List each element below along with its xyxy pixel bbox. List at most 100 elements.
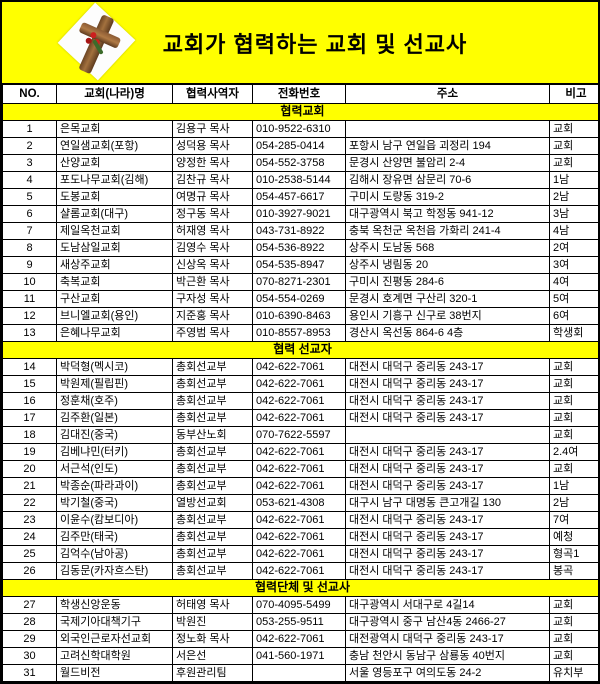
phone-number-cell: 054-535-8947 bbox=[252, 256, 346, 274]
phone-number-cell: 042-622-7061 bbox=[252, 528, 346, 546]
table-row: 14 박덕형(멕시코) 총회선교부 042-622-7061 대전시 대덕구 중리동 2… bbox=[2, 358, 598, 376]
phone-number-cell: 053-255-9511 bbox=[252, 613, 346, 631]
address-cell: 대전시 대덕구 중리동 243-17 bbox=[345, 443, 550, 461]
phone-number-cell: 010-8557-8953 bbox=[252, 324, 346, 342]
church-name-cell: 박기철(중국) bbox=[56, 494, 173, 512]
section-row-2: 협력단체 및 선교사 bbox=[2, 579, 598, 597]
table-row: 8 도남삼일교회 김영수 목사 054-536-8922 상주시 도남동 568 2여 bbox=[2, 239, 598, 257]
note-cell: 4여 bbox=[549, 273, 598, 291]
row-number-cell: 16 bbox=[2, 392, 57, 410]
column-header-phone-number: 전화번호 bbox=[252, 84, 346, 104]
row-number-cell: 3 bbox=[2, 154, 57, 172]
address-cell: 대전시 대덕구 중리동 243-17 bbox=[345, 392, 550, 410]
note-cell: 교회 bbox=[549, 630, 598, 648]
phone-number-cell: 054-552-3758 bbox=[252, 154, 346, 172]
church-name-cell: 학생신앙운동 bbox=[56, 596, 173, 614]
address-cell: 문경시 산양면 불암리 2-4 bbox=[345, 154, 550, 172]
phone-number-cell: 070-4095-5499 bbox=[252, 596, 346, 614]
church-name-cell: 이윤수(캄보디아) bbox=[56, 511, 173, 529]
address-cell: 경산시 옥선동 864-6 4층 bbox=[345, 324, 550, 342]
phone-number-cell: 042-622-7061 bbox=[252, 375, 346, 393]
row-number-cell: 14 bbox=[2, 358, 57, 376]
church-name-cell: 김동문(카자흐스탄) bbox=[56, 562, 173, 580]
row-number-cell: 6 bbox=[2, 205, 57, 223]
table-row: 22 박기철(중국) 열방선교회 053-621-4308 대구시 남구 대명동 큰고개… bbox=[2, 494, 598, 512]
note-cell: 교회 bbox=[549, 647, 598, 665]
note-cell: 교회 bbox=[549, 137, 598, 155]
phone-number-cell: 070-7622-5597 bbox=[252, 426, 346, 444]
address-cell: 대구광역시 서대구로 4길14 bbox=[345, 596, 550, 614]
address-cell: 용인시 기흥구 신구로 38번지 bbox=[345, 307, 550, 325]
table-row: 24 김주만(태국) 총회선교부 042-622-7061 대전시 대덕구 중리동 24… bbox=[2, 528, 598, 546]
row-number-cell: 18 bbox=[2, 426, 57, 444]
row-number-cell: 28 bbox=[2, 613, 57, 631]
row-number-cell: 20 bbox=[2, 460, 57, 478]
phone-number-cell: 042-622-7061 bbox=[252, 358, 346, 376]
cooperating-worker-cell: 김용구 목사 bbox=[172, 120, 253, 138]
cooperating-worker-cell: 총회선교부 bbox=[172, 528, 253, 546]
church-name-cell: 외국인근로자선교회 bbox=[56, 630, 173, 648]
cooperating-worker-cell: 구자성 목사 bbox=[172, 290, 253, 308]
church-name-cell: 구산교회 bbox=[56, 290, 173, 308]
phone-number-cell: 010-9522-6310 bbox=[252, 120, 346, 138]
phone-number-cell: 042-622-7061 bbox=[252, 409, 346, 427]
cooperating-worker-cell: 총회선교부 bbox=[172, 562, 253, 580]
church-name-cell: 김억수(남아공) bbox=[56, 545, 173, 563]
note-cell: 4남 bbox=[549, 222, 598, 240]
table-row: 15 박원제(필립핀) 총회선교부 042-622-7061 대전시 대덕구 중리동 2… bbox=[2, 375, 598, 393]
church-name-cell: 박종순(파라과이) bbox=[56, 477, 173, 495]
table-row: 9 새상주교회 신상옥 목사 054-535-8947 상주시 냉림동 20 3여 bbox=[2, 256, 598, 274]
table-row: 11 구산교회 구자성 목사 054-554-0269 문경시 호계면 구산리 320-… bbox=[2, 290, 598, 308]
row-number-cell: 13 bbox=[2, 324, 57, 342]
phone-number-cell: 070-8271-2301 bbox=[252, 273, 346, 291]
church-name-cell: 도남삼일교회 bbox=[56, 239, 173, 257]
address-cell: 충남 천안시 동남구 삼룡동 40번지 bbox=[345, 647, 550, 665]
row-number-cell: 25 bbox=[2, 545, 57, 563]
note-cell: 교회 bbox=[549, 426, 598, 444]
row-number-cell: 4 bbox=[2, 171, 57, 189]
row-number-cell: 30 bbox=[2, 647, 57, 665]
cooperating-worker-cell: 주영범 목사 bbox=[172, 324, 253, 342]
cooperating-worker-cell: 총회선교부 bbox=[172, 409, 253, 427]
address-cell: 대전시 대덕구 중리동 243-17 bbox=[345, 358, 550, 376]
church-name-cell: 새상주교회 bbox=[56, 256, 173, 274]
row-number-cell: 27 bbox=[2, 596, 57, 614]
phone-number-cell: 010-2538-5144 bbox=[252, 171, 346, 189]
church-name-cell: 포도나무교회(김해) bbox=[56, 171, 173, 189]
phone-number-cell: 041-560-1971 bbox=[252, 647, 346, 665]
row-number-cell: 9 bbox=[2, 256, 57, 274]
wooden-cross-icon bbox=[56, 2, 136, 82]
table-row: 1 은목교회 김용구 목사 010-9522-6310 교회 bbox=[2, 120, 598, 138]
cooperation-table: NO. 교회(나라)명 협력사역자 전화번호 주소 비고 협력교회 1 은목교회 김용구 목사 0… bbox=[2, 84, 598, 682]
table-row: 26 김동문(카자흐스탄) 총회선교부 042-622-7061 대전시 대덕구 중리동… bbox=[2, 562, 598, 580]
table-row: 28 국제기아대책기구 박원진 053-255-9511 대구광역시 중구 남산4동 2… bbox=[2, 613, 598, 631]
note-cell: 교회 bbox=[549, 409, 598, 427]
phone-number-cell: 042-622-7061 bbox=[252, 562, 346, 580]
phone-number-cell: 042-622-7061 bbox=[252, 477, 346, 495]
cooperating-worker-cell: 정노화 목사 bbox=[172, 630, 253, 648]
cooperating-worker-cell: 박근환 목사 bbox=[172, 273, 253, 291]
table-row: 17 김주환(일본) 총회선교부 042-622-7061 대전시 대덕구 중리동 24… bbox=[2, 409, 598, 427]
church-name-cell: 김주만(태국) bbox=[56, 528, 173, 546]
row-number-cell: 31 bbox=[2, 664, 57, 682]
phone-number-cell: 042-622-7061 bbox=[252, 630, 346, 648]
cooperating-worker-cell: 후원관리팀 bbox=[172, 664, 253, 682]
section-row-0: 협력교회 bbox=[2, 103, 598, 121]
phone-number-cell: 054-536-8922 bbox=[252, 239, 346, 257]
address-cell: 대전광역시 대덕구 중리동 243-17 bbox=[345, 630, 550, 648]
address-cell: 대전시 대덕구 중리동 243-17 bbox=[345, 545, 550, 563]
phone-number-cell: 054-554-0269 bbox=[252, 290, 346, 308]
church-name-cell: 은혜나무교회 bbox=[56, 324, 173, 342]
cooperating-worker-cell: 총회선교부 bbox=[172, 443, 253, 461]
phone-number-cell: 043-731-8922 bbox=[252, 222, 346, 240]
cooperating-worker-cell: 허태영 목사 bbox=[172, 596, 253, 614]
row-number-cell: 21 bbox=[2, 477, 57, 495]
note-cell: 6여 bbox=[549, 307, 598, 325]
note-cell: 2남 bbox=[549, 494, 598, 512]
church-name-cell: 고려신학대학원 bbox=[56, 647, 173, 665]
table-row: 21 박종순(파라과이) 총회선교부 042-622-7061 대전시 대덕구 중리동 … bbox=[2, 477, 598, 495]
phone-number-cell: 054-457-6617 bbox=[252, 188, 346, 206]
cooperating-worker-cell: 신상옥 목사 bbox=[172, 256, 253, 274]
section-label: 협력 선교자 bbox=[2, 341, 598, 359]
address-cell: 대전시 대덕구 중리동 243-17 bbox=[345, 528, 550, 546]
